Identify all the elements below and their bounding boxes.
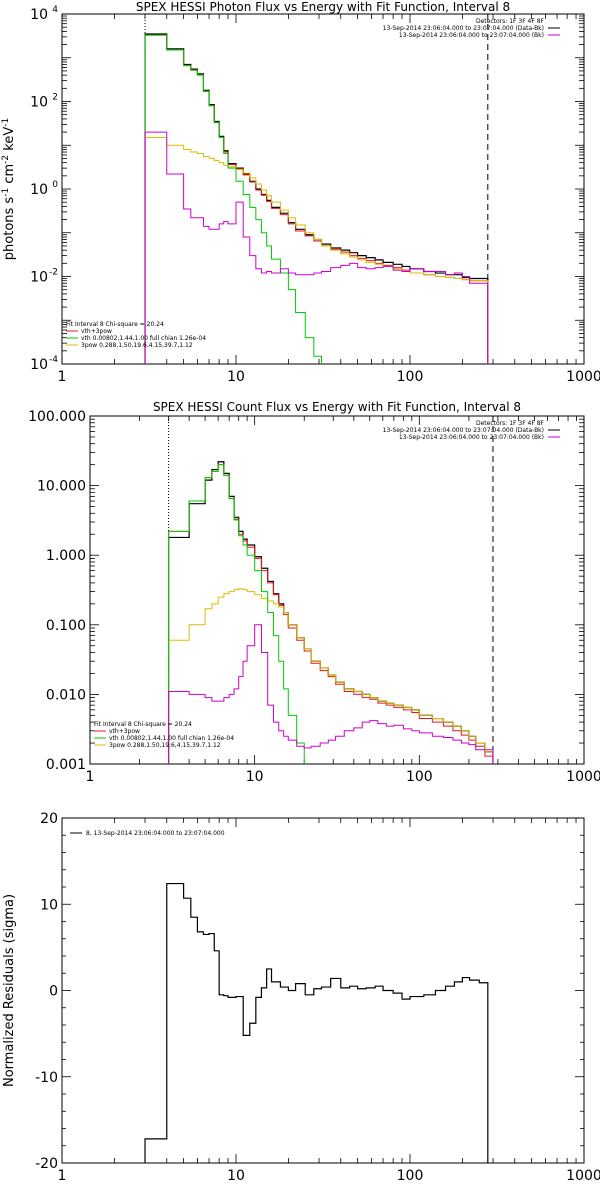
- x-tick-label: 1000: [566, 369, 600, 385]
- x-tick-label: 10: [227, 369, 245, 385]
- series-3pow: [168, 588, 494, 764]
- info-line: 13-Sep-2014 23:06:04.000 to 23:07:04.000…: [383, 25, 544, 32]
- y-tick-label: 10: [30, 7, 48, 23]
- x-tick-label: 10: [227, 1168, 245, 1184]
- y-tick-exponent: -2: [49, 268, 58, 278]
- x-tick-label: 1: [58, 369, 67, 385]
- series-3pow: [144, 137, 489, 364]
- chart-title: SPEX HESSI Photon Flux vs Energy with Fi…: [136, 0, 510, 14]
- y-tick-label: 10: [30, 95, 48, 111]
- plot-frame: [89, 415, 585, 765]
- y-tick-label: -10: [35, 1070, 58, 1086]
- chart-title: SPEX HESSI Count Flux vs Energy with Fit…: [153, 400, 521, 414]
- series-vth: [144, 34, 322, 364]
- x-tick-label: 1: [58, 1168, 67, 1184]
- y-tick-exponent: 2: [52, 93, 58, 103]
- y-tick-label: 10: [40, 897, 58, 913]
- y-tick-exponent: -4: [49, 355, 58, 365]
- series-data: [167, 461, 494, 764]
- series-residuals: [144, 882, 489, 1163]
- x-tick-label: 1: [86, 769, 95, 785]
- series-vth: [168, 464, 305, 764]
- legend-title: Fit Interval 8 Chi-square = 20.24: [66, 321, 164, 328]
- y-tick-label: 10.000: [37, 479, 86, 495]
- x-tick-label: 100: [397, 369, 424, 385]
- info-line: Detectors: 1F 3F 4F 8F: [476, 18, 545, 25]
- info-line: 13-Sep-2014 23:06:04.000 to 23:07:04.000…: [399, 434, 544, 441]
- legend-entry: vth 0.00802,1.44,1.00 full chian 1.26e-0…: [81, 335, 206, 342]
- y-tick-label: 0.100: [46, 618, 86, 634]
- series-bkg: [168, 624, 494, 764]
- plot-frame: [61, 13, 585, 365]
- legend-entry: vth+3pow: [109, 728, 140, 735]
- legend-entry: 3pow 0.288,1.50,19.6,4.15,39.7,1.12: [109, 742, 221, 749]
- y-axis-label: Normalized Residuals (sigma): [2, 894, 17, 1087]
- legend-entry: vth+3pow: [81, 328, 112, 335]
- series-total: [168, 464, 494, 764]
- x-tick-label: 1000: [566, 1168, 600, 1184]
- legend-entry: 3pow 0.288,1.50,19.6,4.15,39.7,1.12: [81, 342, 193, 349]
- y-tick-label: -20: [35, 1156, 58, 1172]
- y-tick-label: 10: [30, 357, 48, 373]
- info-line: 13-Sep-2014 23:06:04.000 to 23:07:04.000…: [399, 32, 544, 39]
- y-tick-label: 0.001: [46, 757, 86, 773]
- series-bkg: [144, 131, 489, 364]
- y-tick-label: 10: [30, 182, 48, 198]
- series-data: [144, 33, 489, 364]
- y-tick-label: 100.000: [28, 409, 86, 425]
- info-line: Detectors: 1F 3F 4F 8F: [476, 420, 545, 427]
- info-line: 13-Sep-2014 23:06:04.000 to 23:07:04.000…: [383, 427, 544, 434]
- x-tick-label: 100: [406, 769, 433, 785]
- y-tick-label: 10: [30, 270, 48, 286]
- y-axis-label: photons s-1 cm-2 keV-1: [1, 118, 17, 260]
- series-total: [144, 34, 489, 364]
- plot-frame: [61, 817, 585, 1164]
- y-tick-exponent: 0: [52, 180, 58, 190]
- x-tick-label: 10: [246, 769, 264, 785]
- y-tick-label: 1.000: [46, 548, 86, 564]
- legend-entry: vth 0.00802,1.44,1.00 full chian 1.26e-0…: [109, 735, 234, 742]
- y-tick-label: 20: [40, 811, 58, 827]
- y-tick-label: 0.010: [46, 687, 86, 703]
- y-tick-label: 0: [49, 984, 58, 1000]
- x-tick-label: 100: [397, 1168, 424, 1184]
- legend-entry: 8, 13-Sep-2014 23:06:04.000 to 23:07:04.…: [86, 830, 225, 837]
- legend-title: Fit Interval 8 Chi-square = 20.24: [94, 721, 192, 728]
- x-tick-label: 1000: [566, 769, 600, 785]
- panel-2: 1 10 100 1000 100.000 10.000 1.000 0.100 0.010 0.…: [28, 400, 600, 785]
- y-tick-exponent: 4: [52, 5, 58, 15]
